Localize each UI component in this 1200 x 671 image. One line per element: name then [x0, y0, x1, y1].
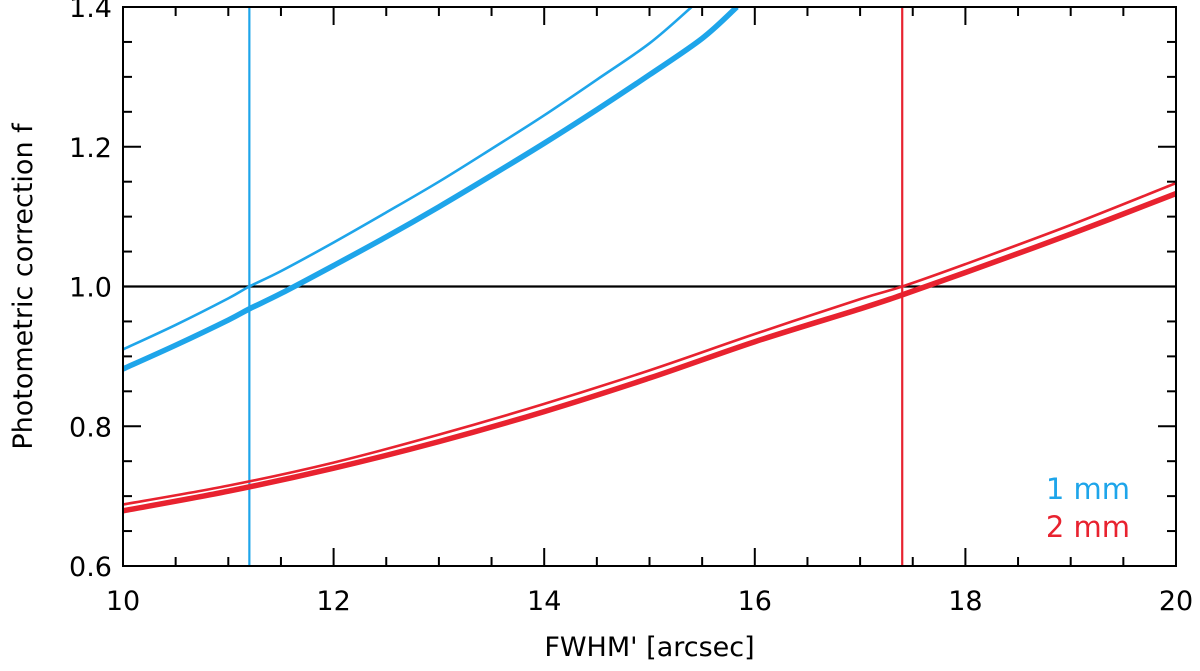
tick-labels: 10 12 14 16 18 20 0.6 0.8 1.0 1.2 1.4	[69, 0, 1193, 617]
legend-entry-1mm: 1 mm	[1046, 472, 1130, 506]
y-tick-label: 0.8	[69, 412, 112, 443]
x-tick-label: 14	[527, 586, 561, 617]
series-layer	[123, 7, 1176, 514]
x-tick-label: 18	[948, 586, 982, 617]
x-tick-label: 16	[738, 586, 772, 617]
x-tick-label: 12	[316, 586, 350, 617]
x-axis-title: FWHM' [arcsec]	[544, 632, 754, 663]
series-line-1mm-thick	[123, 7, 739, 372]
y-tick-label: 1.0	[69, 273, 112, 304]
x-tick-label: 20	[1159, 586, 1193, 617]
series-line-1mm-thin	[123, 7, 693, 351]
series-line-2mm-thick	[123, 191, 1176, 514]
series-line-2mm-thin	[123, 181, 1176, 506]
legend-entry-2mm: 2 mm	[1046, 510, 1130, 544]
plot-frame	[122, 6, 1177, 567]
y-tick-label: 0.6	[69, 552, 112, 583]
x-tick-label: 10	[106, 586, 140, 617]
legend: 1 mm 2 mm	[1046, 472, 1130, 544]
y-axis-title: Photometric correction f	[8, 122, 39, 450]
y-tick-label: 1.4	[69, 0, 112, 24]
y-tick-label: 1.2	[69, 133, 112, 164]
